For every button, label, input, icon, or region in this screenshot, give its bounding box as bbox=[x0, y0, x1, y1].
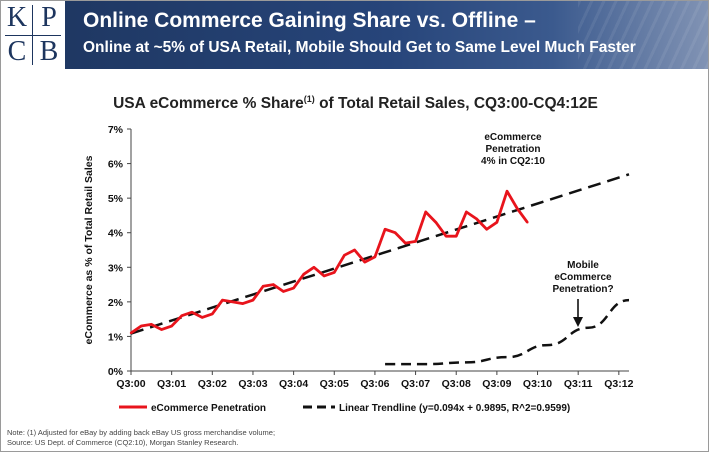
ecommerce-data-point bbox=[414, 240, 417, 243]
ecommerce-data-point bbox=[434, 221, 438, 224]
y-axis-label: eCommerce as % of Total Retail Sales bbox=[83, 155, 95, 344]
footnote-note: Note: (1) Adjusted for eBay by adding ba… bbox=[7, 428, 276, 437]
ecommerce-data-point bbox=[211, 312, 214, 316]
x-tick-label: Q3:11 bbox=[564, 378, 593, 390]
y-tick-label: 6% bbox=[108, 159, 124, 171]
slide-subtitle: Online at ~5% of USA Retail, Mobile Shou… bbox=[83, 39, 636, 56]
ecommerce-data-point bbox=[170, 324, 173, 328]
x-tick-label: Q3:00 bbox=[116, 378, 145, 390]
annotation-ecommerce-label: eCommerce bbox=[484, 132, 542, 143]
annotation-mobile-label: Penetration? bbox=[552, 284, 613, 295]
slide-title: Online Commerce Gaining Share vs. Offlin… bbox=[83, 9, 536, 32]
ecommerce-data-point bbox=[312, 266, 316, 269]
ecommerce-data-point bbox=[485, 228, 488, 231]
annotation-arrowhead bbox=[573, 317, 583, 327]
ecommerce-data-point bbox=[160, 328, 163, 331]
ecommerce-data-point bbox=[444, 234, 448, 238]
ecommerce-data-point bbox=[465, 210, 468, 214]
logo-letter-b: B bbox=[39, 36, 59, 67]
x-tick-label: Q3:06 bbox=[360, 378, 389, 390]
ecommerce-data-point bbox=[394, 231, 397, 234]
logo-letter-p: P bbox=[41, 2, 57, 33]
chart-title-main: USA eCommerce % Share bbox=[113, 95, 304, 113]
ecommerce-penetration-line bbox=[130, 189, 529, 335]
chart-title-footnote-ref: (1) bbox=[303, 94, 315, 104]
logo-letter-c: C bbox=[7, 36, 27, 67]
ecommerce-data-point bbox=[282, 290, 285, 293]
chart-title-rest: of Total Retail Sales, CQ3:00-CQ4:12E bbox=[314, 95, 598, 113]
ecommerce-data-point bbox=[353, 248, 356, 252]
header-decoration bbox=[578, 1, 708, 69]
ecommerce-data-point bbox=[129, 331, 133, 335]
y-tick-label: 0% bbox=[108, 366, 124, 378]
ecommerce-data-point bbox=[150, 323, 153, 326]
ecommerce-data-point bbox=[455, 234, 458, 238]
ecommerce-data-point bbox=[139, 324, 143, 328]
footnote: Note: (1) Adjusted for eBay by adding ba… bbox=[7, 428, 275, 447]
x-tick-label: Q3:09 bbox=[482, 378, 511, 390]
annotation-ecommerce-label: Penetration bbox=[485, 144, 540, 155]
x-tick-label: Q3:10 bbox=[523, 378, 552, 390]
ecommerce-data-point bbox=[292, 286, 295, 290]
ecommerce-data-point bbox=[241, 302, 244, 305]
y-tick-label: 4% bbox=[108, 228, 124, 240]
chart-title: USA eCommerce % Share(1) of Total Retail… bbox=[1, 94, 709, 113]
ecommerce-data-point bbox=[180, 314, 184, 317]
x-tick-label: Q3:08 bbox=[442, 378, 471, 390]
ecommerce-data-point bbox=[505, 190, 509, 193]
ecommerce-data-point bbox=[404, 241, 407, 245]
ecommerce-data-point bbox=[221, 298, 224, 302]
ecommerce-data-point bbox=[322, 274, 326, 278]
ecommerce-data-point bbox=[272, 283, 275, 286]
legend-label-ecommerce: eCommerce Penetration bbox=[151, 403, 266, 414]
ecommerce-data-point bbox=[333, 271, 336, 274]
mobile-penetration-curve bbox=[385, 298, 630, 366]
y-tick-label: 7% bbox=[108, 124, 124, 136]
y-tick-label: 5% bbox=[108, 193, 124, 205]
x-tick-label: Q3:04 bbox=[279, 378, 308, 390]
ecommerce-data-point bbox=[190, 311, 194, 314]
y-tick-label: 2% bbox=[108, 297, 124, 309]
annotation-mobile-label: eCommerce bbox=[554, 272, 612, 283]
ecommerce-data-point bbox=[516, 207, 519, 210]
footnote-source: Source: US Dept. of Commerce (CQ2:10), M… bbox=[7, 437, 239, 447]
ecommerce-data-point bbox=[231, 300, 234, 304]
ecommerce-data-point bbox=[363, 260, 366, 264]
logo-letter-k: K bbox=[6, 2, 28, 33]
ecommerce-data-point bbox=[495, 221, 499, 224]
ecommerce-data-point bbox=[343, 253, 346, 257]
kpcb-logo: K P C B bbox=[1, 1, 65, 69]
ecommerce-data-point bbox=[251, 298, 255, 302]
legend-label-trendline: Linear Trendline (y=0.094x + 0.9895, R^2… bbox=[339, 403, 570, 414]
ecommerce-data-point bbox=[475, 217, 478, 221]
slide-header: K P C B Online Commerce Gaining Share vs… bbox=[1, 1, 708, 69]
ecommerce-data-point bbox=[261, 285, 265, 288]
x-tick-label: Q3:07 bbox=[401, 378, 430, 390]
y-tick-label: 3% bbox=[108, 262, 124, 274]
trendline bbox=[130, 173, 630, 335]
annotation-ecommerce-label: 4% in CQ2:10 bbox=[481, 156, 545, 167]
x-tick-label: Q3:03 bbox=[238, 378, 267, 390]
y-tick-label: 1% bbox=[108, 331, 124, 343]
x-tick-label: Q3:01 bbox=[157, 378, 186, 390]
ecommerce-data-point bbox=[373, 255, 377, 259]
x-tick-label: Q3:05 bbox=[320, 378, 349, 390]
ecommerce-data-point bbox=[200, 316, 204, 319]
ecommerce-data-point bbox=[424, 210, 427, 214]
annotation-mobile-label: Mobile bbox=[567, 260, 599, 271]
ecommerce-data-point bbox=[302, 273, 305, 276]
logo-divider-horizontal bbox=[5, 35, 61, 36]
x-tick-label: Q3:02 bbox=[198, 378, 227, 390]
ecommerce-data-point bbox=[383, 228, 387, 231]
x-tick-label: Q3:12 bbox=[604, 378, 633, 390]
ecommerce-data-point bbox=[526, 221, 529, 224]
